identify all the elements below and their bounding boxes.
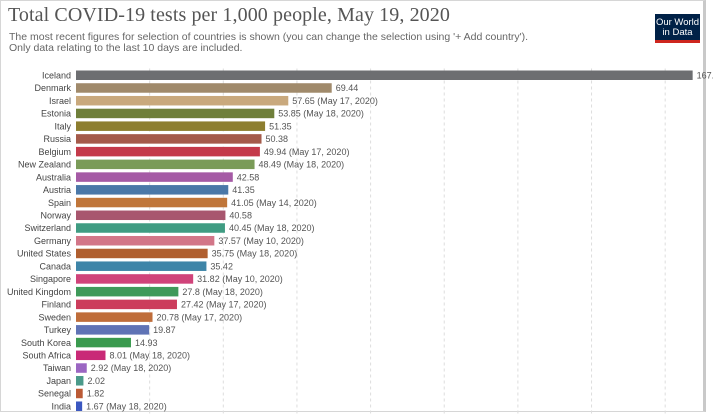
value-label: 40.45 (May 18, 2020) <box>229 223 315 233</box>
bar[interactable] <box>76 401 83 411</box>
value-label: 35.75 (May 18, 2020) <box>212 249 298 259</box>
bar[interactable] <box>76 388 83 399</box>
value-label: 14.93 <box>135 338 158 348</box>
value-label: 53.85 (May 18, 2020) <box>278 109 364 119</box>
owid-logo[interactable]: Our World in Data <box>655 14 700 43</box>
value-label: 37.57 (May 10, 2020) <box>218 236 304 246</box>
bar[interactable] <box>76 134 262 144</box>
category-label: Austria <box>43 185 71 195</box>
bar[interactable] <box>76 223 225 233</box>
value-label: 48.49 (May 18, 2020) <box>259 160 345 170</box>
value-label: 27.42 (May 17, 2020) <box>181 300 267 310</box>
bar[interactable] <box>76 70 693 81</box>
bar[interactable] <box>76 350 106 361</box>
value-label: 41.35 <box>232 185 255 195</box>
category-label: Norway <box>40 210 71 220</box>
bar[interactable] <box>76 312 153 322</box>
category-label: India <box>51 401 71 411</box>
value-label: 35.42 <box>210 261 233 271</box>
category-label: Israel <box>49 96 71 106</box>
category-label: United States <box>17 249 72 259</box>
value-label: 42.58 <box>237 172 260 182</box>
bar[interactable] <box>76 286 179 297</box>
category-label: Canada <box>39 261 71 271</box>
value-label: 41.05 (May 14, 2020) <box>231 198 317 208</box>
category-label: Italy <box>54 121 71 131</box>
category-label: Singapore <box>30 274 71 284</box>
category-label: South Korea <box>21 338 71 348</box>
value-label: 1.82 <box>87 389 105 399</box>
value-label: 51.35 <box>269 121 292 131</box>
value-label: 19.87 <box>153 325 176 335</box>
bar[interactable] <box>76 108 275 119</box>
category-label: Spain <box>48 198 71 208</box>
bar[interactable] <box>76 299 177 310</box>
bar[interactable] <box>76 363 87 373</box>
logo-line-2: in Data <box>662 27 693 38</box>
value-label: 1.67 (May 18, 2020) <box>86 401 167 411</box>
subtitle-line-2: Only data relating to the last 10 days a… <box>9 42 243 54</box>
value-label: 50.38 <box>266 134 289 144</box>
bar[interactable] <box>76 337 131 348</box>
subtitle-line-1: The most recent figures for selection of… <box>9 31 529 43</box>
value-label: 40.58 <box>229 210 252 220</box>
category-label: New Zealand <box>18 160 71 170</box>
category-label: Denmark <box>34 83 71 93</box>
category-label: Belgium <box>38 147 71 157</box>
category-label: Japan <box>46 376 71 386</box>
bar[interactable] <box>76 248 208 259</box>
category-label: Taiwan <box>43 363 71 373</box>
bar[interactable] <box>76 95 289 106</box>
bar[interactable] <box>76 185 229 195</box>
category-label: Turkey <box>44 325 72 335</box>
bar[interactable] <box>76 325 150 335</box>
bar[interactable] <box>76 197 228 208</box>
bar[interactable] <box>76 121 266 131</box>
category-label: Switzerland <box>24 223 71 233</box>
value-label: 69.44 <box>336 83 359 93</box>
category-label: Sweden <box>38 312 71 322</box>
category-label: Russia <box>43 134 71 144</box>
value-label: 8.01 (May 18, 2020) <box>109 351 190 361</box>
bar[interactable] <box>76 83 332 93</box>
category-label: Germany <box>34 236 72 246</box>
category-label: South Africa <box>22 351 71 361</box>
category-label: Finland <box>41 300 71 310</box>
bar[interactable] <box>76 274 194 284</box>
bar[interactable] <box>76 159 255 170</box>
category-label: Australia <box>36 172 71 182</box>
value-label: 57.65 (May 17, 2020) <box>292 96 378 106</box>
bar[interactable] <box>76 235 215 246</box>
bar[interactable] <box>76 146 260 157</box>
category-label: United Kingdom <box>7 287 71 297</box>
chart-subtitle: The most recent figures for selection of… <box>9 32 629 54</box>
value-label: 31.82 (May 10, 2020) <box>197 274 283 284</box>
chart-title: Total COVID-19 tests per 1,000 people, M… <box>8 4 450 26</box>
bar[interactable] <box>76 210 226 221</box>
logo-line-1: Our World <box>655 17 700 28</box>
value-label: 2.02 <box>87 376 105 386</box>
bar[interactable] <box>76 261 207 271</box>
value-label: 2.92 (May 18, 2020) <box>91 363 172 373</box>
value-label: 27.8 (May 18, 2020) <box>182 287 263 297</box>
category-label: Iceland <box>42 70 71 80</box>
bar[interactable] <box>76 172 233 182</box>
bar[interactable] <box>76 376 84 386</box>
value-label: 20.78 (May 17, 2020) <box>157 312 243 322</box>
value-label: 49.94 (May 17, 2020) <box>264 147 350 157</box>
category-label: Estonia <box>41 109 71 119</box>
logo-accent-bar <box>655 40 700 43</box>
value-label: 167.46 (May 18, 2020) <box>697 70 713 80</box>
category-label: Senegal <box>38 389 71 399</box>
